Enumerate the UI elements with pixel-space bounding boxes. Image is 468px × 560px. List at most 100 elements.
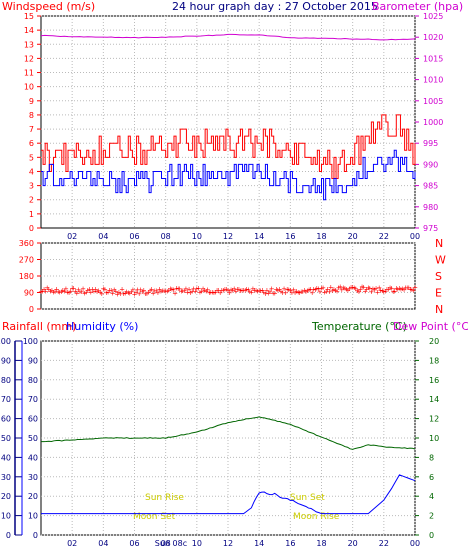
direction-point: +	[116, 288, 122, 296]
direction-point: +	[51, 289, 57, 297]
direction-point: +	[253, 287, 259, 295]
compass-label: W	[435, 254, 446, 267]
direction-point: +	[372, 286, 378, 294]
direction-point: +	[46, 285, 52, 293]
temperature-axis-label: Temperature (°C)	[311, 320, 407, 333]
direction-point: +	[280, 289, 286, 297]
direction-point: +	[354, 287, 360, 295]
rainfall-tick-label: 40	[28, 453, 38, 462]
direction-point: +	[144, 290, 150, 298]
direction-point: +	[339, 286, 345, 294]
direction-point: +	[194, 285, 200, 293]
direction-point: +	[128, 288, 134, 296]
wind-direction-points: ++++++++++++++++++++++++++++++++++++++++…	[38, 283, 418, 298]
direction-tick-label: 0	[29, 305, 34, 314]
direction-point: +	[351, 284, 357, 292]
temperature-x-ticks: 02 04 06 08 10 12 14 16 18 20 22 00 Sun 08c	[67, 539, 420, 548]
direction-point: +	[236, 286, 242, 294]
direction-tick-label: 90	[24, 289, 34, 298]
x-tick-label: 10	[192, 539, 202, 548]
direction-point: +	[225, 287, 231, 295]
direction-point: +	[291, 286, 297, 294]
x-tick-label: 08	[161, 539, 171, 548]
direction-point: +	[264, 286, 270, 294]
direction-point: +	[124, 288, 130, 296]
direction-point: +	[133, 288, 139, 296]
direction-point: +	[308, 286, 314, 294]
direction-point: +	[195, 285, 201, 293]
direction-point: +	[368, 288, 374, 296]
direction-point: +	[203, 288, 209, 296]
direction-point: +	[152, 287, 158, 295]
direction-point: +	[390, 288, 396, 296]
windspeed-tick-label: 9	[29, 97, 34, 106]
direction-point: +	[91, 287, 97, 295]
direction-point: +	[158, 288, 164, 296]
x-tick-label: 06	[129, 232, 139, 241]
temperature-tick-label: 8	[429, 453, 434, 462]
humidity-tick-label: 70	[1, 395, 11, 404]
rainfall-tick-label: 60	[28, 415, 38, 424]
direction-point: +	[306, 286, 312, 294]
direction-point: +	[255, 288, 261, 296]
windspeed-tick-label: 0	[29, 224, 34, 233]
humidity-tick-label: 80	[1, 376, 11, 385]
direction-point: +	[358, 286, 364, 294]
direction-point: +	[347, 285, 353, 293]
temperature-tick-label: 4	[429, 492, 434, 501]
direction-point: +	[340, 284, 346, 292]
direction-point: +	[284, 285, 290, 293]
humidity-tick-label: 10	[1, 512, 11, 521]
temperature-y-ticks: 0 2 4 6 8 10 12 14 16 18 20	[415, 337, 439, 540]
temperature-tick-label: 0	[429, 531, 434, 540]
direction-point: +	[333, 287, 339, 295]
direction-point: +	[258, 287, 264, 295]
x-tick-label: 18	[316, 232, 326, 241]
direction-point: +	[370, 285, 376, 293]
direction-point: +	[97, 289, 103, 297]
x-tick-label: 04	[98, 539, 108, 548]
direction-point: +	[289, 289, 295, 297]
direction-point: +	[150, 289, 156, 297]
x-tick-label: 12	[223, 232, 233, 241]
direction-point: +	[69, 285, 75, 293]
direction-point: +	[135, 286, 141, 294]
moon-rise-label: Moon Rise	[293, 512, 340, 522]
moon-set-label: Moon Set	[133, 512, 176, 522]
direction-point: +	[311, 285, 317, 293]
x-tick-label: 22	[379, 539, 389, 548]
direction-point: +	[281, 285, 287, 293]
barometer-tick-label: 975	[423, 224, 438, 233]
windspeed-tick-label: 1	[29, 210, 34, 219]
windspeed-line	[41, 114, 416, 180]
chart-title: 24 hour graph day : 27 October 2015	[172, 0, 378, 13]
compass-label: N	[435, 237, 443, 250]
gust-line	[41, 149, 416, 201]
rainfall-y-ticks: 0 0 10 10 20 20 30 30 40 40 50 50 60 60 70 70 80 80 90 90 10…	[0, 337, 38, 540]
direction-point: +	[336, 284, 342, 292]
direction-point: +	[245, 286, 251, 294]
windspeed-tick-label: 13	[24, 40, 34, 49]
direction-point: +	[248, 289, 254, 297]
direction-point: +	[71, 285, 77, 293]
x-tick-label: 06	[129, 539, 139, 548]
direction-point: +	[85, 286, 91, 294]
direction-point: +	[401, 286, 407, 294]
direction-point: +	[44, 284, 50, 292]
direction-point: +	[89, 286, 95, 294]
x-tick-label: 14	[254, 539, 264, 548]
direction-point: +	[119, 285, 125, 293]
direction-point: +	[297, 289, 303, 297]
direction-point: +	[278, 287, 284, 295]
direction-point: +	[384, 285, 390, 293]
direction-point: +	[403, 284, 409, 292]
direction-point: +	[216, 286, 222, 294]
windspeed-tick-label: 14	[24, 26, 34, 35]
barometer-tick-label: 980	[423, 203, 438, 212]
direction-point: +	[68, 287, 74, 295]
direction-point: +	[326, 288, 332, 296]
direction-point: +	[40, 287, 46, 295]
direction-point: +	[160, 287, 166, 295]
